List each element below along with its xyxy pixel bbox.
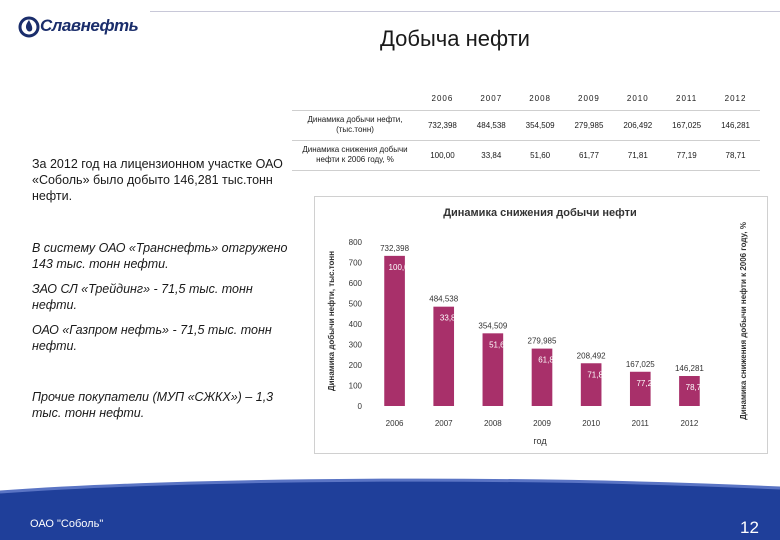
bar (433, 306, 455, 406)
table-corner-cell (292, 88, 418, 111)
logo-drop-icon (18, 16, 40, 38)
table-year-cell: 2008 (515, 88, 565, 111)
bar-value-label: 354,509 (478, 321, 507, 330)
table-cell: 51,60 (515, 140, 565, 171)
summary-text: За 2012 год на лицензионном участке ОАО … (32, 157, 283, 203)
bar (482, 333, 504, 406)
table-row: Динамика добычи нефти, (тыс.тонн) 732,39… (292, 110, 760, 141)
logo-text: Славнефть (40, 16, 139, 35)
page-number: 12 (740, 518, 759, 537)
bar-value-label: 208,492 (577, 351, 606, 360)
y-axis-label-left: Динамика добычи нефти, тыс.тонн (327, 251, 336, 391)
production-table: 2006 2007 2008 2009 2010 2011 2012 Динам… (292, 88, 760, 171)
table-year-cell: 2006 (418, 88, 467, 111)
bar-percent-label: 33,8 (440, 314, 456, 323)
table-cell: 484,538 (466, 110, 516, 141)
table-cell: 71,81 (613, 140, 663, 171)
shipment-other-text: Прочие покупатели (МУП «СЖКХ») – 1,3 тыс… (32, 390, 274, 420)
bar-value-label: 167,025 (626, 360, 655, 369)
table-cell: 61,77 (564, 140, 614, 171)
page-title: Добыча нефти (380, 26, 530, 51)
x-axis-label: год (533, 436, 547, 446)
shipment-gazprom-text: ОАО «Газпром нефть» - 71,5 тыс. тонн неф… (32, 323, 272, 353)
bar-value-label: 146,281 (675, 364, 704, 373)
bar-percent-label: 78,7 (686, 383, 702, 392)
table-year-cell: 2009 (564, 88, 614, 111)
chart-frame (314, 196, 768, 454)
table-cell: 167,025 (662, 110, 712, 141)
table-cell: 100,00 (418, 140, 467, 171)
bar (580, 363, 602, 406)
x-tick-label: 2010 (582, 419, 600, 428)
table-year-cell: 2011 (662, 88, 712, 111)
y-tick-label: 500 (349, 300, 363, 309)
table-year-cell: 2012 (711, 88, 760, 111)
bar-percent-label: 71,8 (587, 370, 603, 379)
y-tick-label: 300 (349, 341, 363, 350)
bar (531, 348, 553, 406)
bar-value-label: 732,398 (380, 244, 409, 253)
bar-value-label: 484,538 (429, 295, 458, 304)
y-axis: 0 100 200 300 400 500 600 700 800 (349, 238, 363, 411)
bar-percent-label: 51,6 (489, 340, 505, 349)
bar-percent-label: 61,8 (538, 356, 554, 365)
table-row-label: Динамика снижения добычи нефти к 2006 го… (292, 140, 418, 171)
table-cell: 206,492 (613, 110, 663, 141)
bar-percent-label: 77,2 (636, 379, 652, 388)
table-cell: 279,985 (564, 110, 614, 141)
bar-value-label: 279,985 (528, 337, 557, 346)
x-tick-label: 2007 (435, 419, 453, 428)
bar (384, 255, 405, 406)
table-cell: 33,84 (466, 140, 516, 171)
table-cell: 77,19 (662, 140, 712, 171)
table-row: Динамика снижения добычи нефти к 2006 го… (292, 140, 760, 171)
bar-percent-label: 100,0 (389, 263, 410, 272)
header-divider (150, 0, 780, 12)
bar (679, 376, 700, 406)
y-tick-label: 400 (349, 320, 363, 329)
y-tick-label: 700 (349, 259, 363, 268)
x-axis: 2006 2007 2008 2009 2010 2011 2012 (386, 419, 699, 428)
y-tick-label: 800 (349, 238, 363, 247)
table-cell: 732,398 (418, 110, 467, 141)
footer-company: ОАО "Соболь" (30, 518, 104, 530)
y-axis-label-right: Динамика снижения добычи нефти к 2006 го… (739, 222, 748, 420)
company-logo: Славнефть (18, 14, 143, 38)
footer-band (0, 478, 780, 540)
production-chart: Динамика снижения добычи нефти 0 100 200 30… (327, 207, 748, 446)
x-tick-label: 2011 (632, 419, 650, 428)
table-cell: 354,509 (515, 110, 565, 141)
y-tick-label: 100 (349, 382, 363, 391)
x-tick-label: 2006 (386, 419, 404, 428)
table-header-row: 2006 2007 2008 2009 2010 2011 2012 (292, 88, 760, 111)
x-tick-label: 2008 (484, 419, 502, 428)
bar (629, 371, 651, 406)
table-row-label: Динамика добычи нефти, (тыс.тонн) (292, 110, 418, 141)
y-tick-label: 600 (349, 279, 363, 288)
table-cell: 78,71 (711, 140, 760, 171)
chart-title: Динамика снижения добычи нефти (443, 207, 637, 219)
x-tick-label: 2012 (681, 419, 699, 428)
shipment-trading-text: ЗАО СЛ «Трейдинг» - 71,5 тыс. тонн нефти… (32, 282, 253, 312)
y-tick-label: 0 (358, 402, 363, 411)
x-tick-label: 2009 (533, 419, 551, 428)
shipment-transneft-text: В систему ОАО «Транснефть» отгружено 143… (32, 241, 288, 271)
bar-series: 732,398 100,0 484,538 33,8 354,509 51,6 279,98… (380, 244, 704, 406)
y-tick-label: 200 (349, 361, 363, 370)
table-year-cell: 2007 (466, 88, 516, 111)
table-year-cell: 2010 (613, 88, 663, 111)
table-cell: 146,281 (711, 110, 760, 141)
